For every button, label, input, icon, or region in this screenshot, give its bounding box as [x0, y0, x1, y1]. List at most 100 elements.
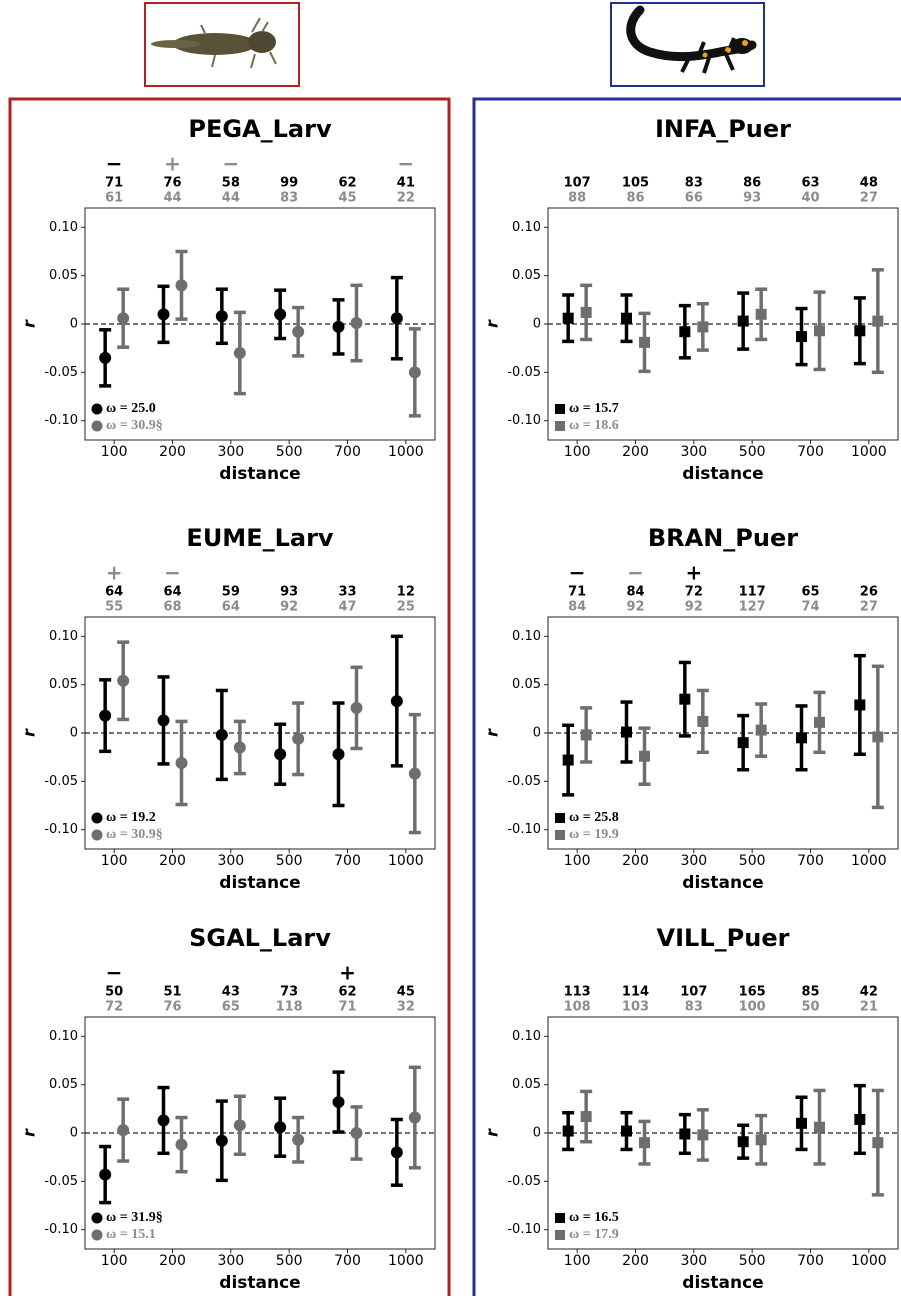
sample-size: 93 [280, 585, 298, 600]
point [157, 308, 170, 321]
point [99, 351, 112, 364]
point [737, 315, 749, 327]
point [679, 693, 691, 705]
sample-size: 71 [105, 176, 123, 191]
sample-size: 84 [568, 600, 586, 615]
sample-size: 33 [338, 585, 356, 600]
significance-sign: − [397, 152, 414, 176]
legend-marker [555, 404, 565, 414]
sample-size: 27 [860, 191, 878, 206]
x-tick-label: 200 [159, 853, 186, 869]
y-axis-label: r [483, 728, 502, 737]
y-tick-label: -0.05 [44, 1174, 78, 1189]
sample-size: 99 [280, 176, 298, 191]
y-axis-label: r [483, 1128, 502, 1137]
sample-size: 62 [338, 176, 356, 191]
point [390, 1146, 403, 1159]
sample-size: 48 [860, 176, 878, 191]
sample-size: 47 [338, 600, 356, 615]
sample-size: 72 [105, 1000, 123, 1015]
y-tick-label: 0.05 [49, 268, 78, 283]
x-tick-label: 500 [276, 853, 303, 869]
y-axis-label: r [20, 319, 39, 328]
legend-label: ω = 17.9 [569, 1227, 619, 1242]
point [697, 321, 709, 333]
y-tick-label: 0.10 [49, 220, 78, 235]
x-tick-label: 500 [739, 853, 766, 869]
y-tick-label: 0 [533, 726, 541, 741]
point [233, 347, 246, 359]
significance-sign: + [164, 152, 181, 176]
larvae-frame [8, 97, 451, 1296]
sample-size: 92 [626, 600, 644, 615]
sample-size: 65 [801, 585, 819, 600]
point [408, 1111, 421, 1124]
sample-size: 40 [801, 191, 819, 206]
point [814, 716, 825, 728]
y-tick-label: 0.05 [512, 1077, 541, 1092]
point [408, 767, 421, 780]
sample-size: 61 [105, 191, 123, 206]
significance-sign: − [627, 561, 644, 585]
sample-size: 103 [622, 1000, 649, 1015]
y-tick-label: 0.10 [512, 629, 541, 644]
legend-label: ω = 16.5 [569, 1210, 619, 1225]
sample-size: 165 [739, 985, 766, 1000]
sample-size: 86 [743, 176, 761, 191]
panel-title: VILL_Puer [657, 924, 790, 952]
x-tick-label: 100 [101, 1253, 128, 1269]
sample-size: 105 [622, 176, 649, 191]
puer-frame [472, 97, 901, 1296]
sample-size: 114 [622, 985, 649, 1000]
sample-size: 43 [222, 985, 240, 1000]
x-tick-label: 100 [564, 853, 591, 869]
point [562, 1125, 574, 1137]
point [639, 1137, 650, 1149]
sample-size: 44 [163, 191, 181, 206]
x-tick-label: 700 [797, 1253, 824, 1269]
x-tick-label: 1000 [851, 853, 887, 869]
sample-size: 113 [564, 985, 591, 1000]
x-tick-label: 700 [334, 1253, 361, 1269]
point [233, 741, 246, 754]
point [697, 1129, 709, 1141]
legend-marker [555, 421, 565, 431]
significance-sign: + [685, 561, 702, 585]
x-axis-label: distance [682, 1273, 763, 1293]
x-tick-label: 1000 [388, 444, 424, 460]
sample-size: 83 [685, 176, 703, 191]
sample-size: 92 [280, 600, 298, 615]
point [99, 709, 112, 722]
point [854, 325, 866, 337]
y-tick-label: 0.05 [512, 268, 541, 283]
panels: PEGA_Larv 0.10 0.05 0 -0.05 -0.10 r distance 100… [20, 115, 899, 1293]
legend-label: ω = 19.9 [569, 827, 619, 842]
sample-size: 50 [801, 1000, 819, 1015]
point [814, 1121, 825, 1133]
point [872, 731, 884, 743]
legend-marker [91, 420, 103, 432]
point [117, 312, 130, 325]
sample-size: 76 [163, 1000, 181, 1015]
point [332, 1096, 345, 1109]
sample-size: 32 [397, 1000, 415, 1015]
point [755, 1134, 767, 1146]
sample-size: 107 [564, 176, 591, 191]
sample-size: 108 [564, 1000, 591, 1015]
x-axis-label: distance [219, 464, 300, 484]
sample-size: 117 [739, 585, 766, 600]
y-axis-label: r [483, 319, 502, 328]
y-axis-label: r [20, 1128, 39, 1137]
x-tick-label: 100 [101, 853, 128, 869]
y-tick-label: 0.05 [49, 1077, 78, 1092]
x-tick-label: 200 [159, 1253, 186, 1269]
x-tick-label: 700 [797, 853, 824, 869]
x-tick-label: 300 [217, 853, 244, 869]
significance-sign: − [222, 152, 239, 176]
x-tick-label: 700 [334, 853, 361, 869]
point [292, 1133, 305, 1146]
sample-size: 92 [685, 600, 703, 615]
x-tick-label: 1000 [851, 1253, 887, 1269]
sample-size: 64 [222, 600, 240, 615]
